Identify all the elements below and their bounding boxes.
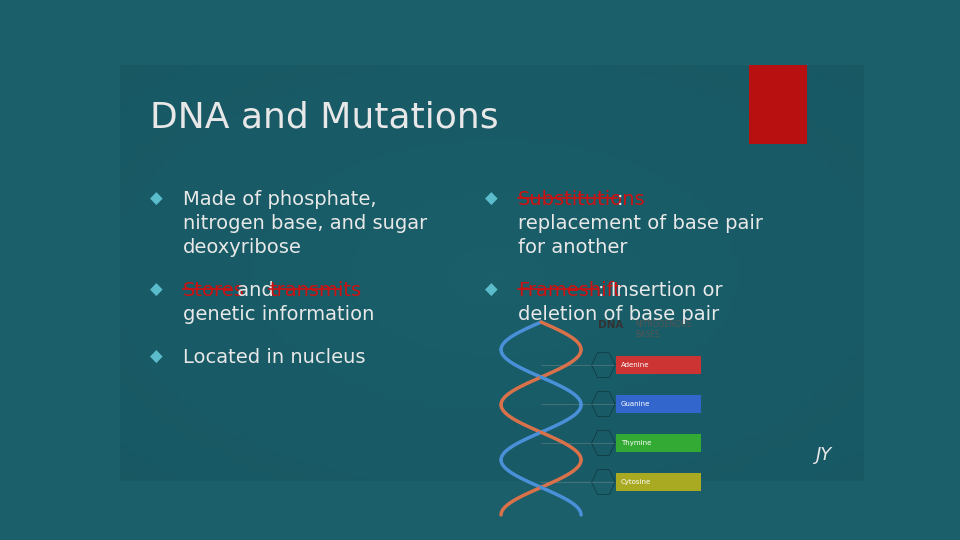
Text: ◆: ◆ [150,190,162,207]
Text: deoxyribose: deoxyribose [183,238,302,257]
Bar [616,473,701,491]
Text: deletion of base pair: deletion of base pair [518,305,719,324]
Bar [749,65,806,144]
Bar [616,356,701,374]
Text: NITROGENOUS
BASES: NITROGENOUS BASES [636,320,691,340]
Bar [616,434,701,453]
Text: Cytosine: Cytosine [621,479,651,485]
Text: for another: for another [518,238,628,257]
Text: Thymine: Thymine [621,440,652,446]
Text: Frameshift: Frameshift [518,281,621,300]
Text: transmits: transmits [269,281,361,300]
Bar [616,395,701,414]
Text: replacement of base pair: replacement of base pair [518,214,763,233]
Text: ◆: ◆ [485,190,497,207]
Text: ◆: ◆ [150,281,162,299]
Text: :: : [617,190,630,208]
Text: genetic information: genetic information [183,305,374,324]
Text: Substitutions: Substitutions [518,190,646,208]
Text: DNA: DNA [597,320,623,330]
Text: Stores: Stores [183,281,245,300]
Text: and: and [231,281,280,300]
Text: Located in nucleus: Located in nucleus [183,348,366,367]
Text: nitrogen base, and sugar: nitrogen base, and sugar [183,214,427,233]
Text: Adenine: Adenine [621,362,650,368]
Text: DNA and Mutations: DNA and Mutations [150,100,498,134]
Text: : Insertion or: : Insertion or [598,281,722,300]
Text: ◆: ◆ [150,348,162,366]
Text: JY: JY [816,446,832,464]
Text: ◆: ◆ [485,281,497,299]
Text: Guanine: Guanine [621,401,650,407]
Text: Made of phosphate,: Made of phosphate, [183,190,376,208]
